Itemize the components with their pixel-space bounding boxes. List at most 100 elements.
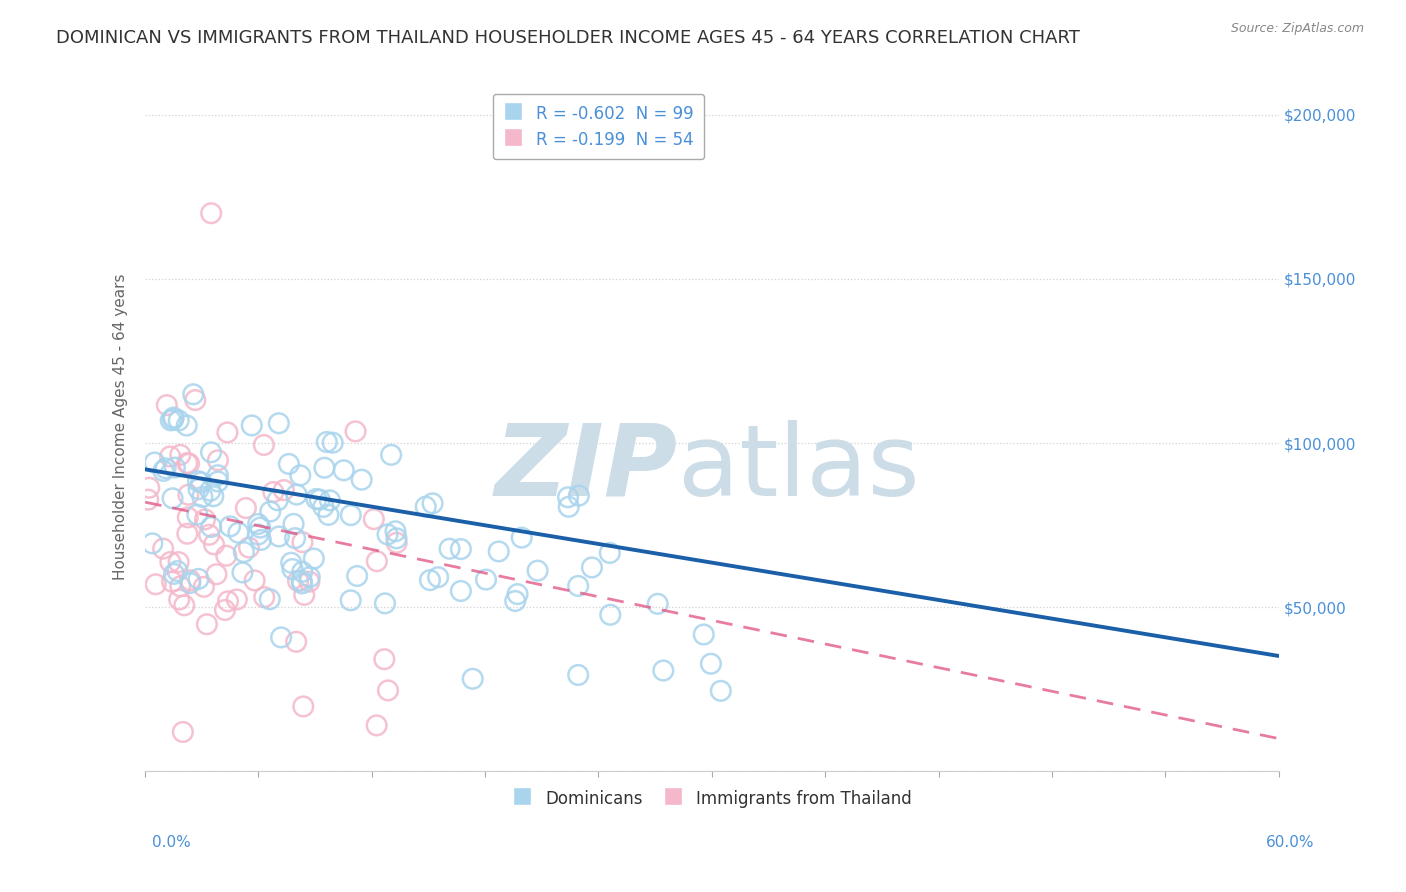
Point (280, 556, 302, 570)
Point (202, 537, 225, 551)
Point (217, 425, 239, 440)
Point (194, 512, 217, 526)
Point (179, 576, 201, 591)
Point (167, 413, 190, 427)
Point (285, 634, 308, 648)
Point (167, 555, 190, 569)
Point (291, 576, 314, 591)
Point (167, 592, 190, 607)
Point (202, 489, 225, 503)
Text: DOMINICAN VS IMMIGRANTS FROM THAILAND HOUSEHOLDER INCOME AGES 45 - 64 YEARS CORR: DOMINICAN VS IMMIGRANTS FROM THAILAND HO… (56, 29, 1080, 46)
Point (377, 683, 399, 698)
Point (181, 387, 204, 401)
Point (292, 699, 315, 714)
Point (302, 551, 325, 566)
Point (169, 579, 191, 593)
Point (141, 536, 163, 550)
Point (172, 725, 194, 739)
Point (187, 572, 209, 586)
Point (374, 596, 396, 610)
Point (163, 460, 186, 475)
Point (346, 569, 368, 583)
Point (267, 416, 290, 430)
Point (439, 541, 461, 556)
Point (557, 490, 579, 504)
Point (200, 483, 222, 498)
Point (225, 592, 247, 607)
Point (366, 554, 388, 568)
Point (247, 527, 270, 541)
Point (177, 510, 200, 524)
Point (243, 574, 266, 588)
Point (427, 570, 450, 584)
Point (319, 493, 342, 508)
Point (207, 468, 229, 483)
Point (270, 631, 292, 645)
Point (568, 489, 591, 503)
Point (267, 529, 290, 543)
Point (198, 528, 221, 542)
Point (366, 718, 388, 732)
Point (350, 473, 373, 487)
Point (419, 573, 441, 587)
Point (710, 684, 733, 698)
Point (253, 438, 276, 452)
Point (238, 541, 260, 555)
Point (373, 652, 395, 666)
Point (581, 560, 603, 574)
Point (136, 492, 159, 507)
Point (318, 508, 340, 522)
Point (219, 519, 242, 533)
Point (259, 592, 281, 607)
Point (332, 463, 354, 477)
Point (422, 496, 444, 510)
Point (187, 474, 209, 488)
Point (567, 579, 589, 593)
Point (138, 481, 160, 495)
Point (290, 468, 312, 483)
Point (176, 526, 198, 541)
Point (526, 564, 548, 578)
Point (162, 412, 184, 426)
Point (510, 531, 533, 545)
Point (215, 549, 238, 563)
Point (173, 599, 195, 613)
Point (700, 657, 723, 671)
Point (200, 445, 222, 459)
Y-axis label: Householder Income Ages 45 - 64 years: Householder Income Ages 45 - 64 years (114, 273, 128, 580)
Point (207, 453, 229, 467)
Point (231, 566, 253, 580)
Point (652, 664, 675, 678)
Point (647, 597, 669, 611)
Point (217, 594, 239, 608)
Point (599, 546, 621, 560)
Text: atlas: atlas (678, 419, 920, 516)
Point (249, 520, 271, 534)
Point (228, 525, 250, 540)
Point (235, 501, 257, 516)
Point (200, 520, 222, 534)
Point (187, 482, 209, 496)
Point (162, 491, 184, 506)
Point (506, 587, 529, 601)
Point (567, 668, 589, 682)
Point (339, 508, 361, 522)
Point (558, 500, 581, 514)
Text: 60.0%: 60.0% (1267, 836, 1315, 850)
Point (205, 567, 228, 582)
Point (287, 574, 309, 588)
Point (273, 483, 295, 497)
Text: 0.0%: 0.0% (152, 836, 191, 850)
Point (253, 591, 276, 605)
Point (262, 485, 284, 500)
Point (385, 532, 408, 546)
Point (155, 461, 177, 475)
Point (143, 456, 166, 470)
Point (450, 584, 472, 599)
Point (599, 607, 621, 622)
Point (145, 577, 167, 591)
Point (190, 475, 212, 490)
Point (488, 544, 510, 558)
Point (156, 398, 179, 412)
Point (305, 491, 328, 506)
